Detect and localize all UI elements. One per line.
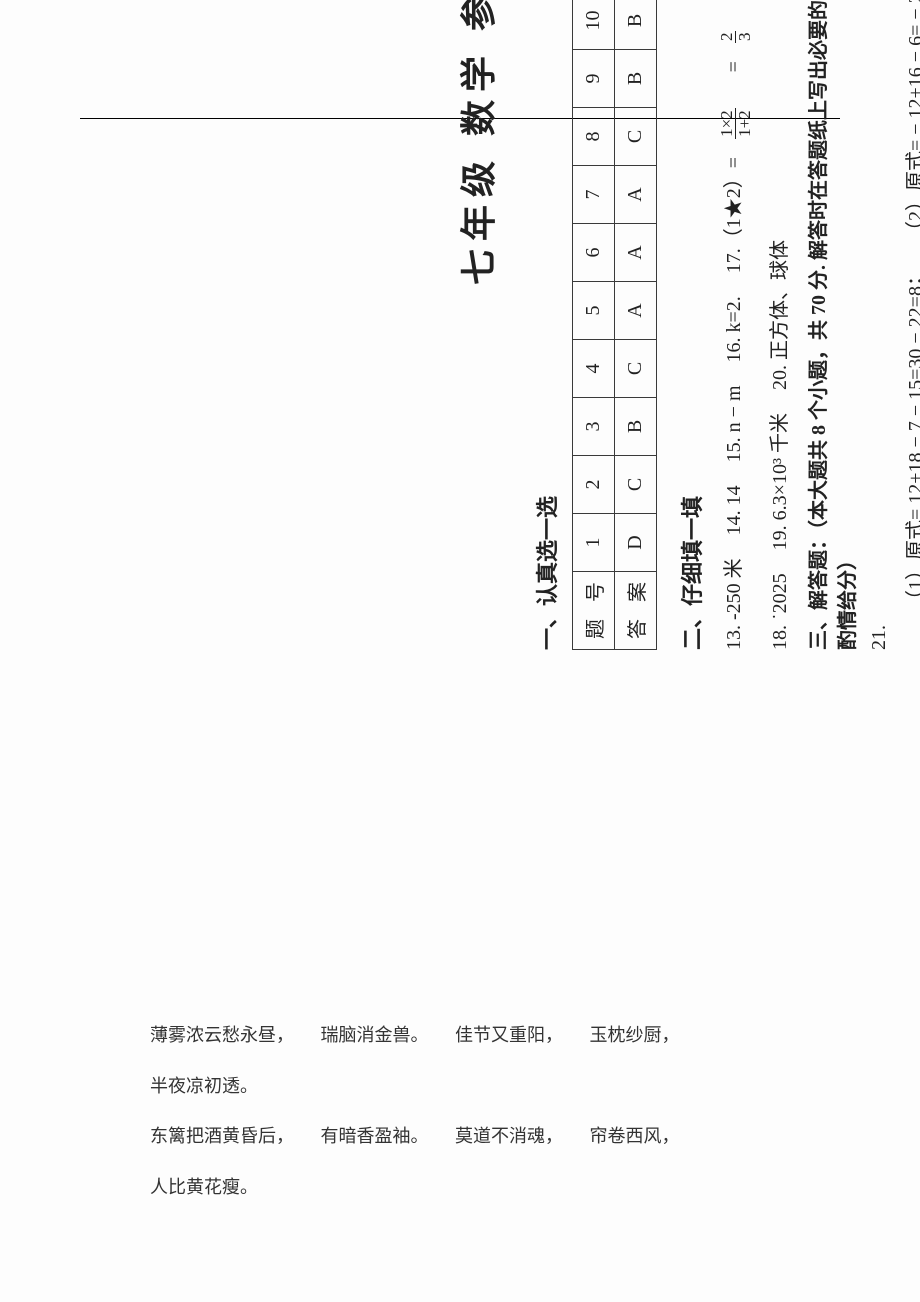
main-rotated-block: 七年级 数学 参考答案 一、认真选一选 题 号 1 2 3 4 5 6 7 8 … [450,0,920,650]
q21-row: （1）原式= 12+18 − 7 − 15=30 − 22=8； （2）原式= … [899,0,920,610]
item-16: 16. k=2. [723,296,745,362]
cell: 3 [573,398,615,456]
item-18: 18. ˙2025 [769,573,791,650]
q21-2: （2）原式= − 12+16 − 6= − 2. [905,0,920,241]
table-row: 题 号 1 2 3 4 5 6 7 8 9 10 11 12 [573,0,615,650]
cell: 2 [573,456,615,514]
table-row: 答 案 D C B C A A A C B B B A [615,0,657,650]
cell: B [615,50,657,108]
cell: 7 [573,166,615,224]
fraction: 23 [718,13,753,44]
item-13: 13. -250 米 [723,558,745,650]
cell: 5 [573,282,615,340]
q21-label: 21. [868,0,891,650]
q21-1: （1）原式= 12+18 − 7 − 15=30 − 22=8； [905,266,920,610]
section3-heading: 三、解答题：（本大题共 8 个小题，共 70 分. 解答时在答题纸上写出必要的解… [802,0,860,650]
cell: 1 [573,514,615,572]
cell: B [615,398,657,456]
item-14: 14. 14 [723,485,745,535]
cell: 9 [573,50,615,108]
cell: B [615,0,657,50]
item-15: 15. n − m [723,385,745,462]
answer-table: 题 号 1 2 3 4 5 6 7 8 9 10 11 12 答 案 D C B… [572,0,657,650]
row-label: 题 号 [573,572,615,650]
cell: C [615,108,657,166]
fill-row-2: 18. ˙2025 19. 6.3×10³ 千米 20. 正方体、球体 [763,0,792,650]
eq: = [723,61,745,72]
item-17-pre: 17.（1★2）= [723,157,745,273]
fill-row-1: 13. -250 米 14. 14 15. n − m 16. k=2. 17.… [717,0,753,650]
cell: 4 [573,340,615,398]
cell: 8 [573,108,615,166]
cell: A [615,166,657,224]
fraction: 1×21+2 [718,90,753,139]
cell: 6 [573,224,615,282]
row-label: 答 案 [615,572,657,650]
cell: C [615,456,657,514]
cell: 10 [573,0,615,50]
item-19: 19. 6.3×10³ 千米 [769,413,791,550]
cell: A [615,282,657,340]
page-title: 七年级 数学 参考答案 [450,0,502,490]
section1-heading: 一、认真选一选 [530,0,562,650]
poem-line-2: 东篱把酒黄昏后， 有暗香盈袖。 莫道不消魂， 帘卷西风， 人比黄花瘦。 [150,1111,800,1212]
cell: C [615,340,657,398]
item-20: 20. 正方体、球体 [769,240,791,390]
item-17: 17.（1★2）=1×21+2=23. [723,0,745,273]
cell: D [615,514,657,572]
section2-heading: 二、仔细填一填 [675,0,707,650]
poem-line-1: 薄雾浓云愁永昼， 瑞脑消金兽。 佳节又重阳， 玉枕纱厨， 半夜凉初透。 [150,1010,800,1111]
cell: A [615,224,657,282]
poem-footer: 薄雾浓云愁永昼， 瑞脑消金兽。 佳节又重阳， 玉枕纱厨， 半夜凉初透。 东篱把酒… [150,1010,800,1212]
